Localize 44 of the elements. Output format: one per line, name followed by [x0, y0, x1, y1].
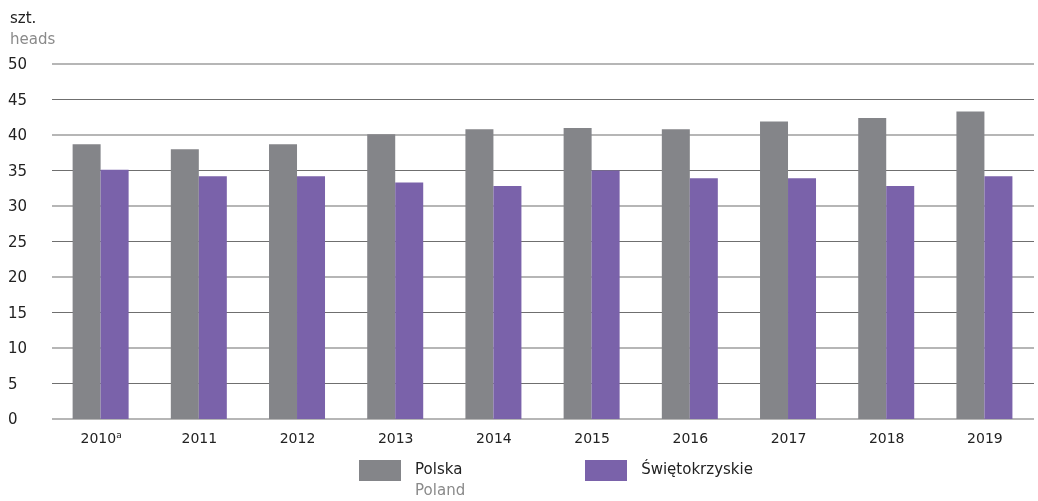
- x-tick-label: 2013: [377, 430, 414, 446]
- y-tick-label: 10: [8, 339, 28, 358]
- bar: [269, 144, 298, 419]
- x-tick-label: 2012: [279, 430, 316, 446]
- bar: [661, 129, 690, 419]
- x-tick-label: 2015: [574, 430, 610, 446]
- bar: [563, 127, 592, 419]
- y-tick-label: 15: [8, 303, 28, 322]
- y-tick-label: 25: [8, 232, 28, 251]
- x-tick-label: 2019: [967, 430, 1003, 446]
- y-tick-label: 50: [8, 55, 28, 74]
- bar: [395, 182, 424, 419]
- bar: [886, 186, 915, 419]
- x-tick-label: 2018: [868, 430, 905, 446]
- y-tick-label: 5: [8, 374, 18, 393]
- bar: [465, 129, 494, 419]
- bar: [100, 169, 129, 419]
- bar: [984, 176, 1013, 419]
- x-tick-label: 2010$^{a}$: [80, 430, 122, 446]
- y-tick-label: 0: [8, 410, 18, 429]
- bar: [689, 178, 718, 419]
- bar: [198, 176, 227, 419]
- y-tick-label: 30: [8, 197, 28, 216]
- legend-label: Polska Poland: [415, 459, 466, 501]
- x-tick-label: 2017: [770, 430, 807, 446]
- bar: [788, 178, 817, 419]
- y-tick-label: 40: [8, 126, 28, 145]
- bar: [367, 134, 396, 419]
- bar: [591, 170, 620, 419]
- y-axis-title: szt. heads: [10, 8, 56, 50]
- y-tick-label: 35: [8, 161, 28, 180]
- x-tick-label: 2014: [476, 430, 512, 446]
- legend-label: Świętokrzyskie: [641, 459, 753, 480]
- x-tick-label: 2011: [181, 430, 218, 446]
- bar: [72, 144, 101, 419]
- y-tick-label: 45: [8, 90, 28, 109]
- bar: [297, 176, 326, 419]
- bar: [170, 149, 199, 419]
- x-tick-label: 2016: [672, 430, 709, 446]
- bar: [858, 117, 887, 419]
- bar: [956, 111, 985, 419]
- y-tick-label: 20: [8, 268, 28, 287]
- bar: [760, 121, 789, 419]
- bar: [493, 186, 522, 419]
